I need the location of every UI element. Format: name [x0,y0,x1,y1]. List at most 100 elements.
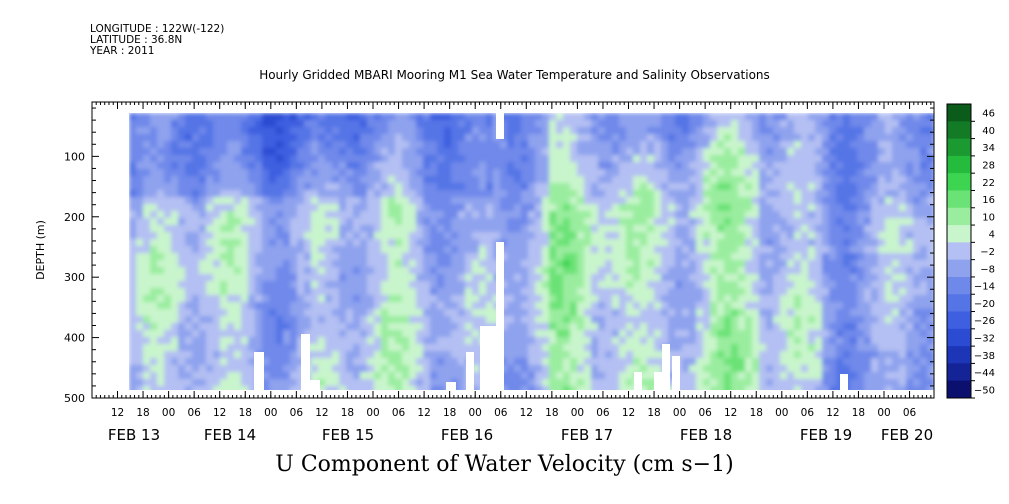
heatmap-cell [479,218,487,226]
heatmap-cell [752,288,760,296]
heatmap-cell [227,246,235,254]
heatmap-cell [318,127,326,135]
heatmap-cell [444,309,452,317]
heatmap-cell [661,120,669,128]
heatmap-cell [283,218,291,226]
heatmap-cell [542,281,550,289]
heatmap-cell [535,148,543,156]
heatmap-cell [164,288,172,296]
heatmap-cell [220,148,228,156]
heatmap-cell [465,218,473,226]
heatmap-cell [423,379,431,387]
heatmap-cell [535,134,543,142]
heatmap-cell [605,197,613,205]
year-label: YEAR : 2011 [90,45,155,57]
heatmap-cell [353,337,361,345]
heatmap-cell [563,323,571,331]
heatmap-cell [913,253,921,261]
heatmap-cell [248,316,256,324]
heatmap-cell [409,365,417,373]
heatmap-cell [241,134,249,142]
heatmap-cell [787,274,795,282]
heatmap-cell [829,127,837,135]
heatmap-cell [689,267,697,275]
heatmap-cell [717,141,725,149]
heatmap-cell [304,183,312,191]
heatmap-cell [339,358,347,366]
heatmap-cell [689,365,697,373]
heatmap-cell [703,365,711,373]
heatmap-cell [871,365,879,373]
heatmap-cell [318,176,326,184]
heatmap-cell [836,113,844,121]
heatmap-cell [598,330,606,338]
heatmap-cell [521,113,529,121]
heatmap-cell [647,197,655,205]
heatmap-cell [549,141,557,149]
heatmap-cell [626,288,634,296]
heatmap-cell [444,218,452,226]
heatmap-cell [822,274,830,282]
heatmap-cell [549,281,557,289]
heatmap-cell [332,176,340,184]
heatmap-cell [612,358,620,366]
heatmap-cell [409,218,417,226]
heatmap-cell [367,253,375,261]
heatmap-cell [360,113,368,121]
heatmap-cell [283,239,291,247]
heatmap-cell [871,351,879,359]
heatmap-cell [759,134,767,142]
heatmap-cell [843,218,851,226]
heatmap-cell [717,344,725,352]
heatmap-cell [619,141,627,149]
heatmap-cell [185,232,193,240]
heatmap-cell [402,127,410,135]
heatmap-cell [430,190,438,198]
heatmap-cell [206,309,214,317]
heatmap-cell [647,344,655,352]
heatmap-cell [766,120,774,128]
heatmap-cell [178,183,186,191]
heatmap-cell [906,337,914,345]
heatmap-cell [626,344,634,352]
heatmap-cell [577,323,585,331]
heatmap-cell [549,288,557,296]
heatmap-cell [605,309,613,317]
heatmap-cell [584,169,592,177]
heatmap-cell [927,344,934,352]
heatmap-cell [297,113,305,121]
heatmap-cell [304,134,312,142]
heatmap-cell [843,134,851,142]
heatmap-cell [654,316,662,324]
heatmap-cell [696,323,704,331]
heatmap-cell [696,337,704,345]
heatmap-cell [199,239,207,247]
heatmap-cell [332,190,340,198]
heatmap-cell [563,337,571,345]
heatmap-cell [269,197,277,205]
heatmap-cell [822,351,830,359]
heatmap-cell [584,309,592,317]
heatmap-cell [227,267,235,275]
heatmap-cell [773,190,781,198]
heatmap-cell [192,386,200,390]
heatmap-cell [290,162,298,170]
heatmap-cell [136,183,144,191]
heatmap-cell [619,309,627,317]
heatmap-cell [717,351,725,359]
heatmap-cell [143,358,151,366]
heatmap-cell [633,120,641,128]
heatmap-cell [283,246,291,254]
heatmap-cell [339,267,347,275]
heatmap-cell [234,267,242,275]
heatmap-cell [920,176,928,184]
heatmap-cell [549,323,557,331]
heatmap-cell [143,274,151,282]
heatmap-cell [892,218,900,226]
heatmap-cell [255,218,263,226]
heatmap-cell [584,218,592,226]
heatmap-cell [297,211,305,219]
heatmap-cell [374,288,382,296]
heatmap-cell [129,204,137,212]
heatmap-cell [598,309,606,317]
